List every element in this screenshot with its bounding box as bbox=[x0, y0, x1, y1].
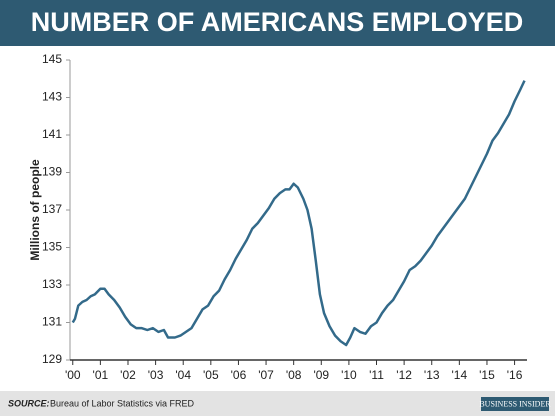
x-tick-label: '06 bbox=[231, 368, 247, 382]
y-tick-label: 133 bbox=[42, 277, 62, 291]
x-tick-label: '11 bbox=[369, 368, 384, 382]
y-tick-label: 129 bbox=[42, 352, 62, 366]
y-tick-label: 137 bbox=[42, 202, 62, 216]
x-tick-label: '08 bbox=[286, 368, 302, 382]
line bbox=[71, 80, 526, 347]
x-tick-label: '10 bbox=[341, 368, 357, 382]
footer-bar bbox=[0, 391, 555, 416]
chart-title: NUMBER OF AMERICANS EMPLOYED bbox=[31, 7, 524, 37]
x-tick-label: '13 bbox=[424, 368, 440, 382]
y-tick-label: 145 bbox=[42, 52, 62, 66]
title-bar bbox=[0, 0, 555, 46]
x-tick-label: '00 bbox=[65, 368, 81, 382]
source-label: SOURCE: bbox=[8, 398, 50, 408]
x-tick-label: '07 bbox=[258, 368, 274, 382]
x-tick-label: '04 bbox=[175, 368, 191, 382]
x-tick-label: '02 bbox=[120, 368, 136, 382]
x-tick-label: '16 bbox=[507, 368, 523, 382]
logo-box bbox=[481, 397, 549, 411]
x-tick-label: '15 bbox=[479, 368, 495, 382]
x-tick-label: '14 bbox=[452, 368, 468, 382]
y-tick-label: 131 bbox=[42, 315, 62, 329]
x-tick-label: '05 bbox=[203, 368, 219, 382]
logo: BUSINESS INSIDER bbox=[479, 399, 551, 408]
source-text: Bureau of Labor Statistics via FRED bbox=[50, 398, 195, 408]
y-tick-label: 139 bbox=[42, 165, 62, 179]
x-tick-label: '12 bbox=[396, 368, 412, 382]
x-tick-label: '03 bbox=[148, 368, 164, 382]
y-tick-label: 143 bbox=[42, 90, 62, 104]
y-tick-label: 135 bbox=[42, 240, 62, 254]
y-axis-label: Millions of people bbox=[28, 159, 42, 261]
x-tick-label: '01 bbox=[93, 368, 109, 382]
y-tick-label: 141 bbox=[42, 127, 62, 141]
x-tick-label: '09 bbox=[313, 368, 329, 382]
